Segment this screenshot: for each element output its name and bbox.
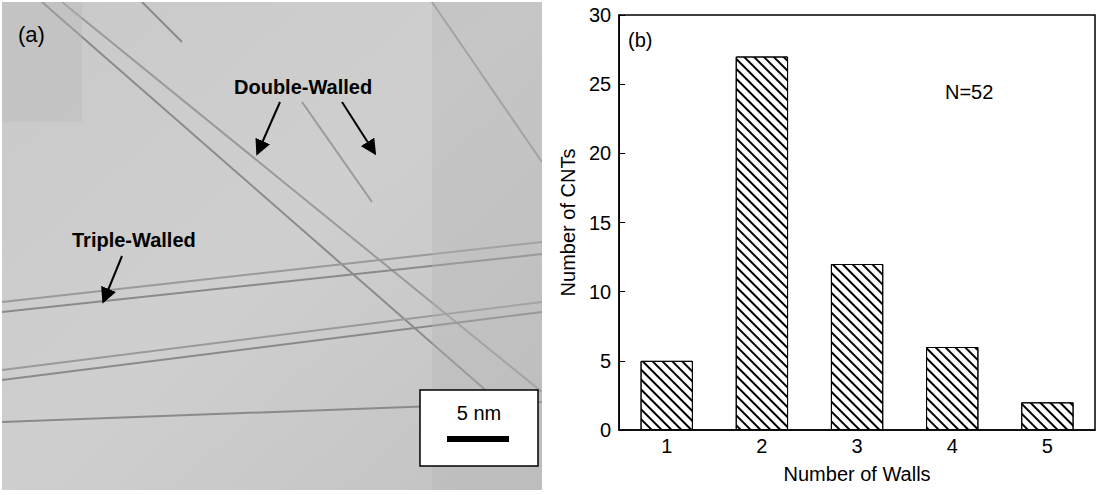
svg-text:(b): (b)	[628, 29, 652, 51]
svg-text:0: 0	[600, 419, 611, 441]
svg-text:Triple-Walled: Triple-Walled	[72, 229, 196, 251]
svg-text:5: 5	[600, 350, 611, 372]
svg-text:N=52: N=52	[945, 81, 993, 103]
svg-text:Number of Walls: Number of Walls	[784, 463, 931, 485]
svg-text:Number of CNTs: Number of CNTs	[557, 149, 579, 297]
svg-text:4: 4	[947, 435, 958, 457]
svg-text:10: 10	[589, 281, 611, 303]
svg-text:5: 5	[1042, 435, 1053, 457]
svg-text:1: 1	[661, 435, 672, 457]
svg-text:25: 25	[589, 73, 611, 95]
svg-text:20: 20	[589, 142, 611, 164]
svg-text:(a): (a)	[18, 22, 45, 47]
svg-text:2: 2	[756, 435, 767, 457]
svg-text:15: 15	[589, 212, 611, 234]
svg-text:3: 3	[852, 435, 863, 457]
svg-text:Double-Walled: Double-Walled	[234, 76, 372, 98]
svg-text:5 nm: 5 nm	[457, 402, 501, 424]
svg-text:30: 30	[589, 4, 611, 26]
